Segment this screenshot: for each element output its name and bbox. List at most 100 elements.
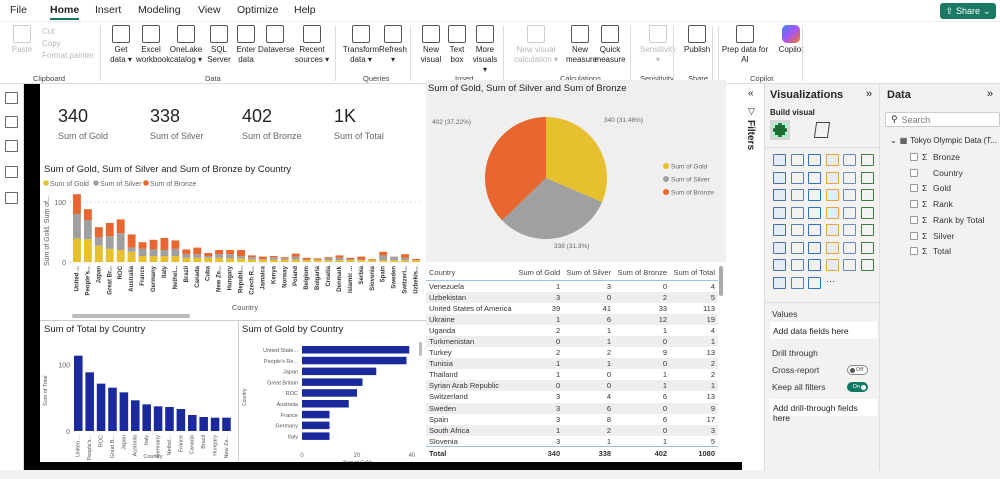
python-visual-visual-icon[interactable] [790, 241, 804, 254]
field-total[interactable]: Σ Total [910, 246, 951, 256]
ribbon-enter-data-button[interactable]: Enter data [234, 25, 258, 65]
ribbon-copilot-button[interactable]: Copilot [774, 25, 808, 55]
pie-chart[interactable]: 340 (31.48%) Sum of Gold 338 (31.3%) Sum of… [426, 80, 726, 262]
100-stacked-column-visual-icon[interactable] [860, 154, 874, 166]
dax-query-icon[interactable] [5, 166, 18, 178]
table-row[interactable]: Sweden 3 6 0 9 [426, 402, 718, 414]
ribbon-text-box-button[interactable]: Text box [446, 25, 468, 65]
field-rank[interactable]: Σ Rank [910, 199, 953, 209]
power-apps-visual-icon[interactable] [808, 259, 821, 271]
image-visual-icon[interactable] [860, 259, 874, 271]
ribbon-more-visuals-button[interactable]: More visuals ▾ [470, 25, 500, 75]
clustered-bar-visual-icon[interactable] [808, 154, 821, 166]
share-button[interactable]: ⇪ Share ⌄ [940, 3, 996, 19]
stacked-column-chart[interactable]: Sum of Gold Sum of Silver Sum of Bronze 0 10… [40, 176, 426, 321]
card-new-visual-icon[interactable] [860, 206, 874, 219]
stacked-area-visual-icon[interactable] [808, 171, 821, 184]
decomposition-tree-visual-icon[interactable] [825, 241, 839, 254]
table-row[interactable]: United States of America 39 41 33 113 [426, 303, 718, 314]
ribbon-paste-button[interactable]: Paste [5, 25, 39, 55]
field-country[interactable]: Country [910, 168, 963, 178]
table-row[interactable]: Turkey 2 2 9 13 [426, 347, 718, 358]
key-influencers-visual-icon[interactable] [808, 241, 821, 254]
stacked-column-visual-icon[interactable] [790, 154, 804, 166]
filters-label[interactable]: Filters [745, 120, 756, 151]
ribbon-sql-server-button[interactable]: SQL Server [206, 25, 232, 65]
100-stacked-bar-visual-icon[interactable] [843, 154, 856, 166]
values-drop-well[interactable]: Add data fields here [770, 322, 877, 339]
column-header[interactable]: Sum of Bronze [614, 262, 671, 281]
ribbon-sensitivity-button[interactable]: Sensitivity ▾ [640, 25, 676, 65]
table-view-icon[interactable] [5, 116, 18, 128]
table-row[interactable]: Turkmenistan 0 1 0 1 [426, 335, 718, 348]
kpi-card[interactable]: 338 Sum of Silver [150, 106, 204, 141]
sparkle-visual-icon[interactable] [773, 276, 786, 289]
field-checkbox[interactable] [910, 215, 918, 224]
cross-report-toggle[interactable]: Off [847, 365, 868, 375]
table-row[interactable]: Thailand 1 0 1 2 [426, 369, 718, 380]
area-visual-icon[interactable] [790, 171, 804, 184]
narrative-visual-icon[interactable] [843, 259, 856, 271]
expand-icon[interactable]: » [987, 88, 994, 100]
menu-tab-optimize[interactable]: Optimize [237, 4, 279, 16]
line-stacked-column-visual-icon[interactable] [843, 171, 856, 184]
field-checkbox[interactable] [910, 168, 918, 177]
field-checkbox[interactable] [910, 200, 918, 209]
kpi-card[interactable]: 1K Sum of Total [334, 106, 384, 141]
metrics-visual-icon[interactable] [773, 259, 786, 271]
drill-through-drop-well[interactable]: Add drill-through fields here [770, 399, 877, 423]
smart-narrative-visual-icon[interactable] [860, 241, 874, 254]
qa-visual-icon[interactable] [843, 241, 856, 254]
ribbon-recent-sources-button[interactable]: Recent sources ▾ [294, 25, 330, 65]
column-header[interactable]: Sum of Gold [515, 262, 564, 281]
table-row[interactable]: Syrian Arab Republic 0 0 1 1 [426, 380, 718, 392]
format-visual-icon[interactable] [813, 122, 831, 138]
ribbon-transform-data-button[interactable]: Transform data ▾ [340, 25, 382, 65]
ribbon-cut-button[interactable]: Cut [42, 27, 55, 36]
gauge-visual-icon[interactable] [843, 206, 856, 219]
table-row[interactable]: Slovenia 3 1 1 5 [426, 436, 718, 447]
table-row[interactable]: Ukraine 1 6 12 19 [426, 313, 718, 325]
column-header[interactable]: Country [426, 262, 516, 281]
search-input[interactable]: ⚲ Search [885, 112, 1000, 127]
kpi-card[interactable]: 402 Sum of Bronze [242, 106, 302, 141]
clustered-column-visual-icon[interactable] [825, 154, 839, 166]
table-row[interactable]: Uzbekistan 3 0 2 5 [426, 291, 718, 303]
ribbon-new-visual-button[interactable]: New visual [420, 25, 442, 65]
treemap-visual-icon[interactable] [773, 206, 786, 219]
menu-tab-help[interactable]: Help [294, 4, 316, 16]
line-clustered-column-visual-icon[interactable] [860, 171, 874, 184]
ribbon-copy-button[interactable]: Copy [42, 39, 61, 48]
field-bronze[interactable]: Σ Bronze [910, 152, 960, 162]
ribbon-visual-icon[interactable] [773, 189, 786, 201]
gold-bar-chart[interactable]: United State... People's Re... Japan Great … [239, 336, 426, 462]
field-gold[interactable]: Σ Gold [910, 183, 951, 193]
field-silver[interactable]: Σ Silver [910, 231, 954, 241]
kpi-card[interactable]: 340 Sum of Gold [58, 106, 108, 141]
diamond-visual-icon[interactable] [790, 276, 804, 289]
ribbon-new-visual-calculation-button[interactable]: New visual calculation ▾ [510, 25, 562, 65]
field-checkbox[interactable] [910, 153, 918, 161]
donut-visual-icon[interactable] [860, 189, 874, 201]
chevron-visual-icon[interactable] [808, 276, 821, 289]
paginated-report-visual-icon[interactable] [790, 259, 804, 271]
column-header[interactable]: Sum of Total [670, 262, 718, 281]
slicer-visual-icon[interactable] [825, 224, 839, 236]
ribbon-quick-measure-button[interactable]: Quick measure [594, 25, 626, 65]
table-row[interactable]: Spain 3 8 6 17 [426, 414, 718, 425]
filters-pane-collapsed[interactable]: « ▽ Filters [742, 84, 765, 470]
pie-visual[interactable]: Sum of Gold, Sum of Silver and Sum of Br… [426, 80, 726, 262]
field-rank-by-total[interactable]: Σ Rank by Total [910, 215, 984, 225]
vertical-scrollbar[interactable] [419, 342, 422, 356]
tmdl-view-icon[interactable] [5, 192, 18, 204]
ribbon-format-painter-button[interactable]: Format painter [42, 51, 95, 60]
line-visual-icon[interactable] [773, 171, 786, 184]
expand-icon[interactable]: » [866, 88, 873, 100]
table-node[interactable]: ⌄ ▦ Tokyo Olympic Data (T... [890, 136, 997, 145]
stacked-bar-visual-icon[interactable] [773, 154, 786, 166]
keep-filters-toggle[interactable]: On [847, 382, 868, 392]
matrix-visual-icon[interactable] [860, 224, 874, 236]
kpi-visual-icon[interactable] [808, 224, 821, 236]
r-visual-visual-icon[interactable] [773, 241, 786, 254]
report-view-icon[interactable] [5, 92, 18, 104]
